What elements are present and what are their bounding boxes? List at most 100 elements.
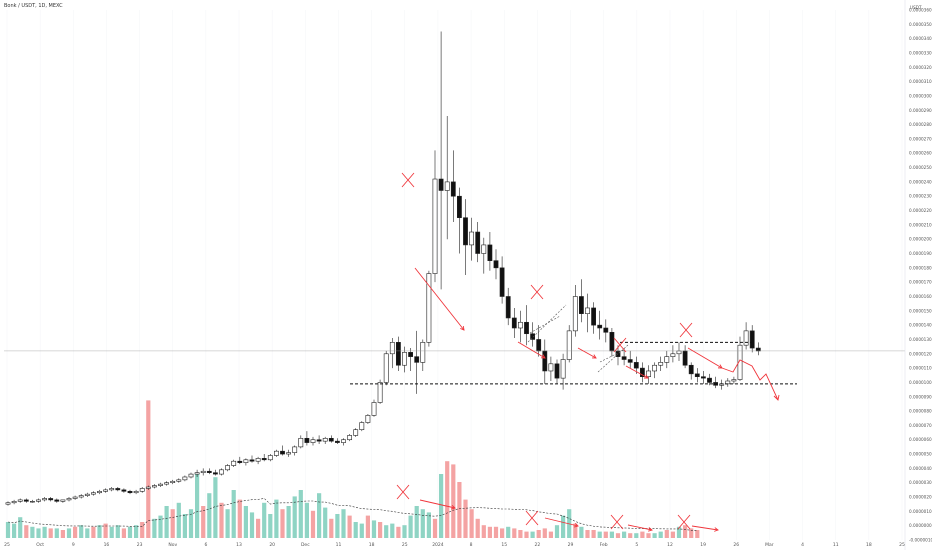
candle bbox=[560, 353, 566, 390]
currency-label: USDT bbox=[910, 5, 922, 10]
candle bbox=[231, 459, 237, 467]
volume-bar bbox=[371, 520, 377, 538]
candle bbox=[597, 310, 603, 340]
volume-bar bbox=[182, 514, 187, 538]
volume-bar bbox=[542, 528, 547, 538]
candle-body-up bbox=[469, 231, 474, 246]
price-axis-bg bbox=[905, 0, 932, 550]
candle bbox=[152, 484, 157, 489]
candle-body-down bbox=[463, 217, 468, 246]
candle-body-down bbox=[487, 244, 493, 261]
candle bbox=[133, 489, 139, 495]
candle bbox=[719, 379, 725, 390]
candle-body-down bbox=[414, 356, 420, 363]
candle-body-down bbox=[438, 178, 444, 191]
x-tick-label: 18 bbox=[866, 542, 872, 548]
volume-bar bbox=[609, 531, 614, 538]
volume-bar bbox=[329, 518, 334, 538]
candle bbox=[658, 356, 664, 371]
volume-bar bbox=[548, 531, 553, 538]
candle bbox=[255, 456, 261, 465]
candle-body-down bbox=[505, 296, 511, 319]
x-mark bbox=[525, 510, 539, 526]
candle-body-down bbox=[609, 331, 615, 352]
candle-body-up bbox=[194, 472, 200, 475]
candle-body-down bbox=[213, 472, 218, 475]
candle bbox=[463, 199, 468, 275]
volume-bar bbox=[341, 509, 346, 538]
candle-body-up bbox=[664, 356, 670, 363]
volume-bar bbox=[231, 490, 236, 538]
candle-body-up bbox=[243, 459, 249, 463]
candle bbox=[572, 285, 578, 337]
candle bbox=[84, 492, 90, 498]
volume-bar bbox=[524, 531, 529, 538]
candle bbox=[743, 322, 749, 350]
x-tick-label: 25 bbox=[899, 542, 905, 548]
candle bbox=[127, 489, 133, 495]
candle bbox=[164, 481, 169, 486]
candle-body-down bbox=[408, 352, 413, 357]
candle-body-down bbox=[280, 450, 285, 455]
candle-body-up bbox=[267, 455, 273, 461]
volume-bar bbox=[469, 509, 474, 538]
candle bbox=[652, 362, 657, 379]
x-tick-label: 16 bbox=[104, 542, 110, 548]
grid-lines bbox=[6, 10, 903, 540]
trend-arrow bbox=[627, 524, 653, 531]
candle-body-down bbox=[54, 499, 60, 502]
candle-body-down bbox=[536, 339, 542, 352]
candle bbox=[280, 445, 285, 456]
candle-body-up bbox=[585, 307, 590, 314]
candle bbox=[511, 307, 517, 339]
candle-body-up bbox=[145, 486, 151, 489]
volume-bar bbox=[579, 526, 584, 538]
volume-bar bbox=[646, 533, 651, 538]
x-mark bbox=[396, 484, 410, 500]
volume-bar bbox=[664, 530, 669, 538]
candle-body-up bbox=[737, 344, 743, 380]
candle-body-up bbox=[158, 483, 163, 486]
candle-body-down bbox=[578, 296, 584, 314]
x-tick-label: 9 bbox=[72, 542, 75, 548]
x-tick-label: Feb bbox=[600, 542, 608, 548]
volume-bar bbox=[561, 515, 566, 538]
volume-bar bbox=[487, 526, 492, 538]
volume-bar bbox=[506, 526, 511, 538]
volume-bar bbox=[378, 522, 383, 538]
candle bbox=[298, 435, 304, 449]
candle bbox=[548, 356, 554, 381]
y-tick-label: 0.0000000 bbox=[909, 523, 932, 528]
candle bbox=[737, 336, 743, 381]
volume-bar bbox=[280, 509, 285, 538]
volume-bar bbox=[310, 510, 316, 538]
candle bbox=[682, 345, 688, 369]
volume-bar bbox=[140, 522, 145, 538]
y-tick-label: 0.0000050 bbox=[909, 452, 932, 457]
candle bbox=[414, 330, 420, 394]
candle bbox=[292, 445, 298, 456]
volume-bar bbox=[317, 493, 322, 538]
candle-body-up bbox=[347, 435, 352, 441]
candle-body-down bbox=[749, 330, 755, 349]
candle bbox=[670, 345, 676, 363]
y-tick-label: 0.0000240 bbox=[909, 179, 932, 184]
volume-bar bbox=[152, 518, 157, 538]
candle bbox=[389, 338, 395, 369]
candle-body-down bbox=[511, 317, 517, 329]
volume-bar bbox=[274, 499, 279, 538]
y-tick-label: 0.0000120 bbox=[909, 351, 932, 356]
volume-bar bbox=[414, 506, 419, 538]
y-tick-label: 0.0000160 bbox=[909, 294, 932, 299]
candle bbox=[469, 217, 474, 261]
candle-body-up bbox=[188, 473, 194, 478]
chart-title: Bonk / USDT, 1D, MEXC bbox=[4, 3, 63, 9]
x-tick-label: 11 bbox=[336, 542, 342, 548]
volume-bar bbox=[42, 526, 47, 538]
volume-bar bbox=[201, 506, 206, 538]
candle bbox=[243, 458, 249, 466]
candle bbox=[286, 449, 291, 457]
x-tick-label: Nov bbox=[168, 542, 177, 548]
volume-bar bbox=[353, 522, 358, 538]
